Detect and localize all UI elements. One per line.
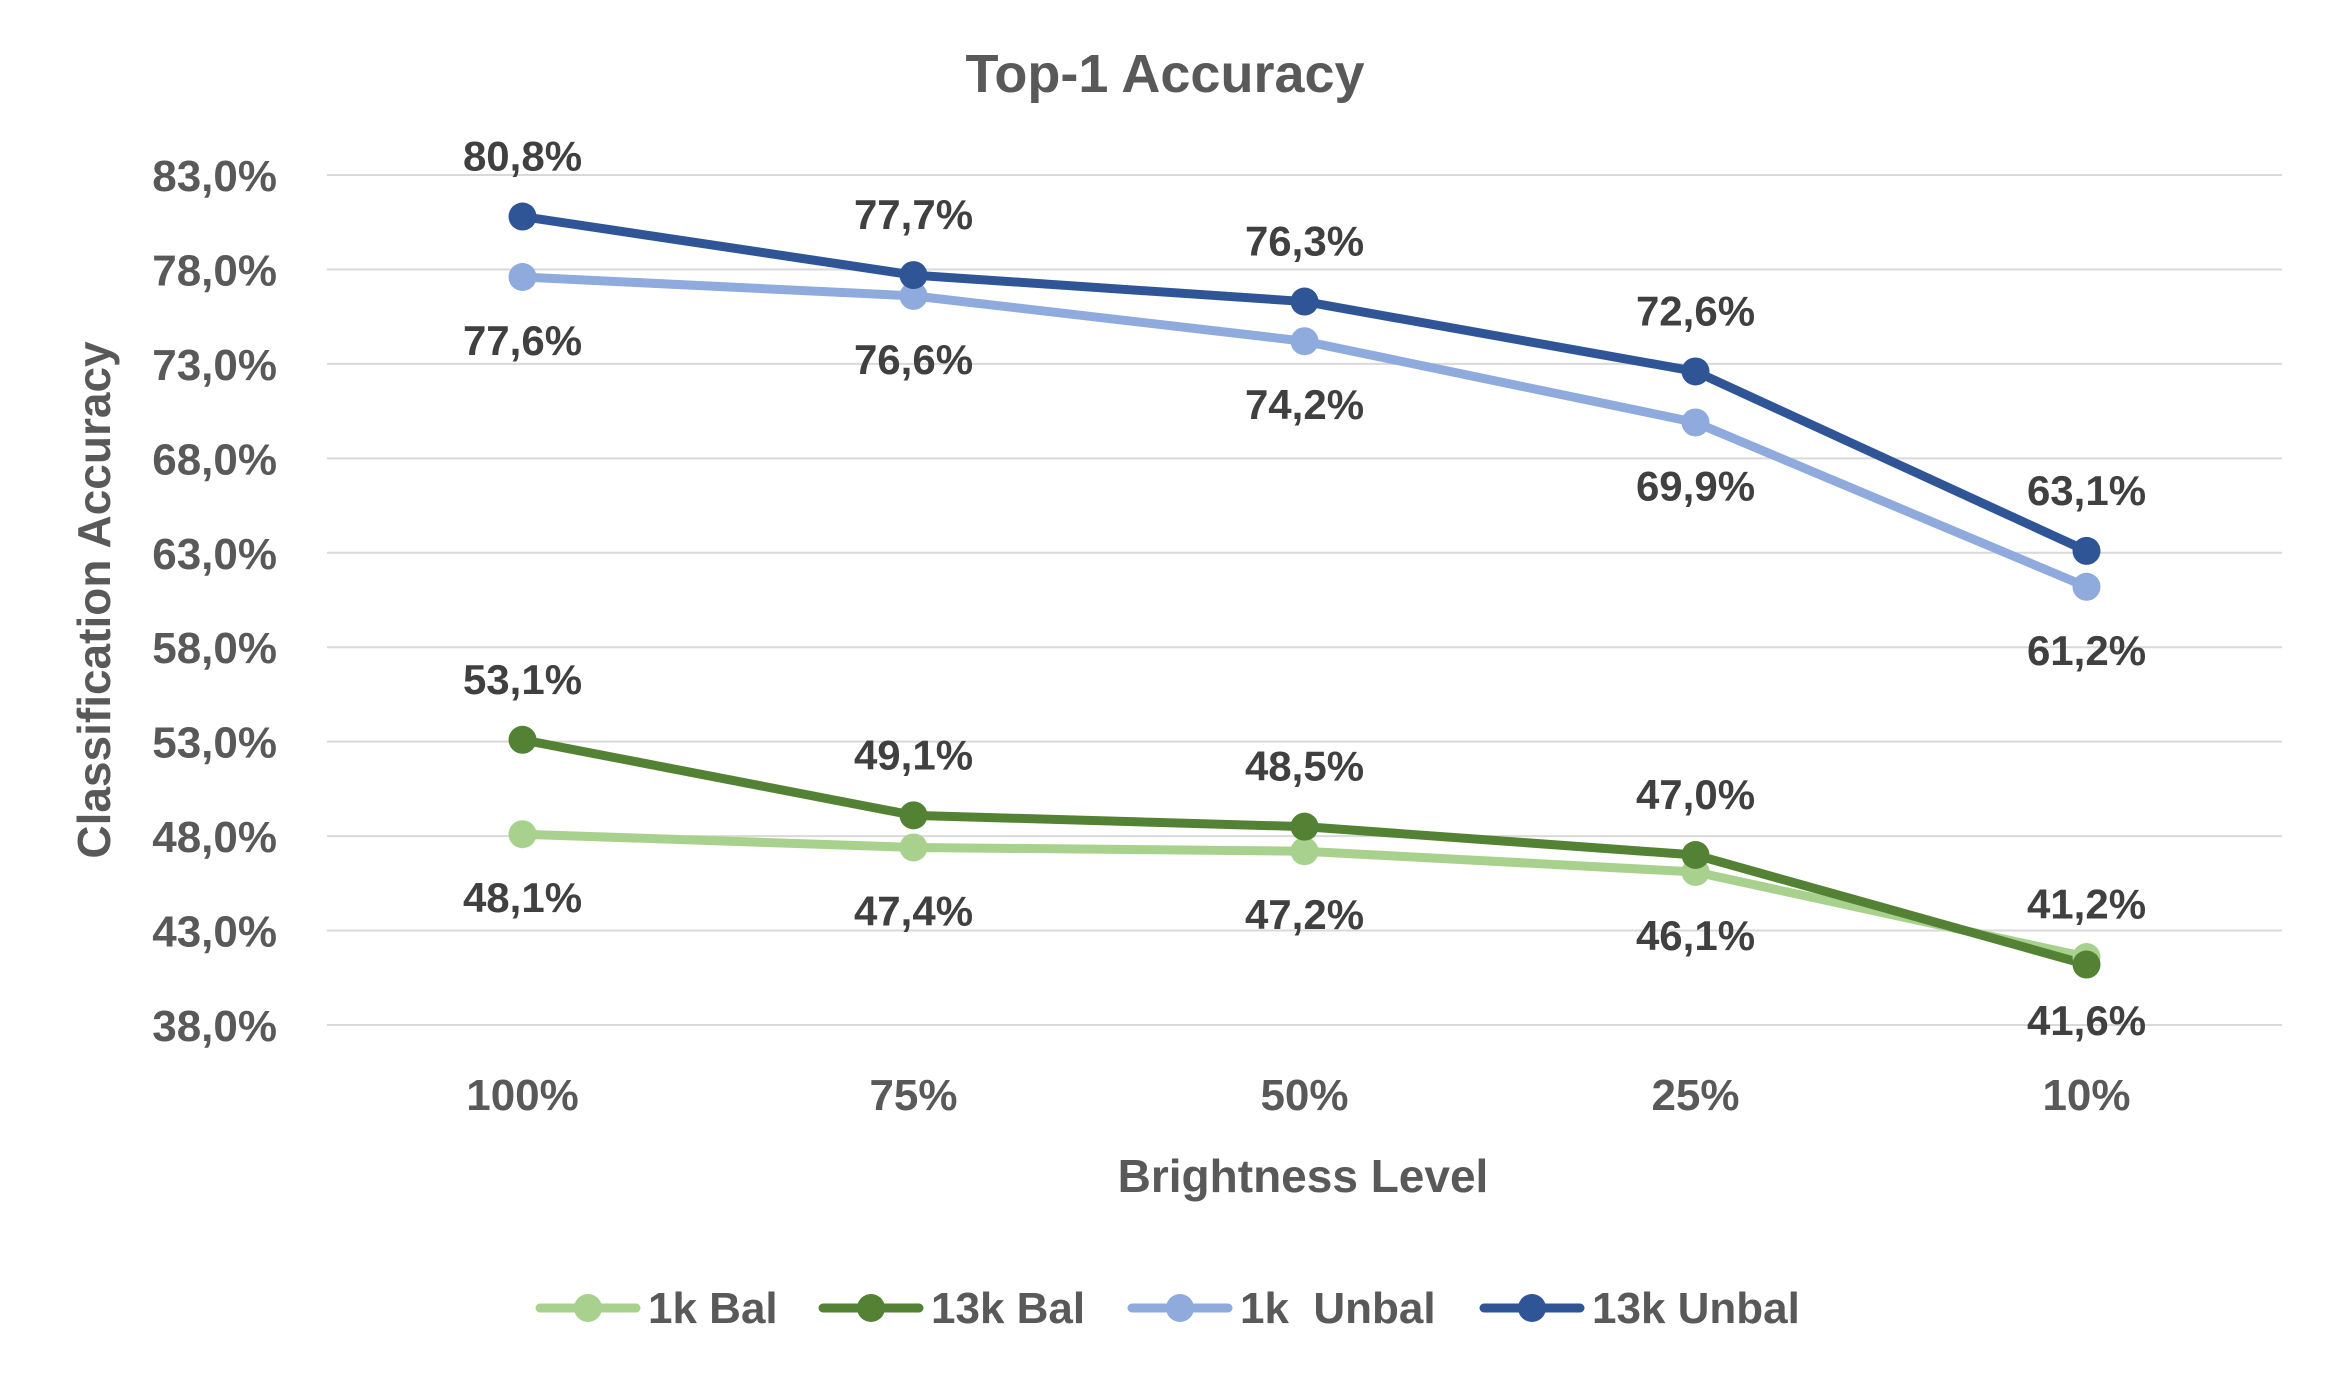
data-label-1k-unbal: 76,6% <box>854 336 973 383</box>
y-tick-label: 43,0% <box>152 908 277 957</box>
legend-swatch-marker <box>1518 1294 1546 1322</box>
x-tick-label: 10% <box>2042 1071 2130 1120</box>
x-tick-label: 25% <box>1651 1071 1739 1120</box>
legend-item-13k-bal: 13k Bal <box>818 1284 1085 1333</box>
data-label-13k-bal: 41,2% <box>2027 881 2146 928</box>
y-tick-label: 53,0% <box>152 719 277 768</box>
data-point-13k-unbal <box>899 261 928 290</box>
y-axis-label: Classification Accuracy <box>68 341 120 859</box>
data-label-1k-bal: 46,1% <box>1636 912 1755 959</box>
chart-title: Top-1 Accuracy <box>965 44 1364 104</box>
legend-label: 1k Bal <box>648 1284 778 1333</box>
data-label-1k-unbal: 61,2% <box>2027 627 2146 674</box>
data-label-13k-bal: 48,5% <box>1245 743 1364 790</box>
data-point-13k-unbal <box>2072 536 2101 565</box>
data-point-1k-unbal <box>1290 327 1319 356</box>
data-label-13k-unbal: 72,6% <box>1636 287 1755 334</box>
data-label-1k-bal: 47,4% <box>854 887 973 934</box>
data-point-13k-unbal <box>1290 287 1319 316</box>
data-point-1k-bal <box>508 820 537 849</box>
legend-label: 1k Unbal <box>1240 1284 1436 1333</box>
legend-swatch-marker <box>857 1294 885 1322</box>
data-label-1k-unbal: 77,6% <box>463 317 582 364</box>
legend-item-1k-unbal: 1k Unbal <box>1127 1284 1436 1333</box>
data-label-13k-unbal: 77,7% <box>854 191 973 238</box>
data-label-13k-bal: 49,1% <box>854 731 973 778</box>
data-label-1k-bal: 41,6% <box>2027 997 2146 1044</box>
x-tick-label: 50% <box>1260 1071 1348 1120</box>
y-tick-label: 78,0% <box>152 246 277 295</box>
data-point-1k-unbal <box>1681 408 1710 437</box>
data-label-1k-unbal: 69,9% <box>1636 462 1755 509</box>
data-point-13k-bal <box>2072 950 2101 979</box>
y-tick-label: 68,0% <box>152 435 277 484</box>
data-point-13k-bal <box>1681 841 1710 869</box>
y-tick-label: 58,0% <box>152 624 277 673</box>
data-label-13k-unbal: 63,1% <box>2027 467 2146 514</box>
data-label-13k-unbal: 76,3% <box>1245 218 1364 265</box>
data-point-1k-bal <box>899 833 928 862</box>
data-label-13k-bal: 47,0% <box>1636 771 1755 818</box>
data-point-1k-bal <box>1290 837 1319 866</box>
y-tick-label: 73,0% <box>152 341 277 390</box>
data-point-13k-unbal <box>508 202 537 231</box>
data-label-13k-bal: 53,1% <box>463 656 582 703</box>
legend-item-13k-unbal: 13k Unbal <box>1479 1284 1800 1333</box>
data-point-1k-unbal <box>899 281 928 310</box>
legend-swatch-marker <box>1166 1294 1194 1322</box>
data-label-1k-bal: 48,1% <box>463 874 582 921</box>
legend-item-1k-bal: 1k Bal <box>535 1284 778 1333</box>
y-tick-label: 38,0% <box>152 1002 277 1051</box>
x-tick-label: 100% <box>466 1071 579 1120</box>
x-tick-label: 75% <box>869 1071 957 1120</box>
y-tick-label: 63,0% <box>152 530 277 579</box>
data-point-1k-unbal <box>508 263 537 291</box>
legend-swatch-marker <box>574 1294 602 1322</box>
data-label-13k-unbal: 80,8% <box>463 133 582 180</box>
legend-label: 13k Unbal <box>1592 1284 1800 1333</box>
data-point-13k-unbal <box>1681 357 1710 386</box>
y-tick-label: 83,0% <box>152 152 277 201</box>
y-tick-label: 48,0% <box>152 813 277 862</box>
x-axis-label: Brightness Level <box>1118 1150 1489 1202</box>
data-point-13k-bal <box>899 801 928 830</box>
data-label-1k-bal: 47,2% <box>1245 891 1364 938</box>
data-point-13k-bal <box>1290 812 1319 841</box>
legend-label: 13k Bal <box>931 1284 1085 1333</box>
data-point-13k-bal <box>508 725 537 754</box>
data-label-1k-unbal: 74,2% <box>1245 381 1364 428</box>
data-point-1k-unbal <box>2072 572 2101 601</box>
